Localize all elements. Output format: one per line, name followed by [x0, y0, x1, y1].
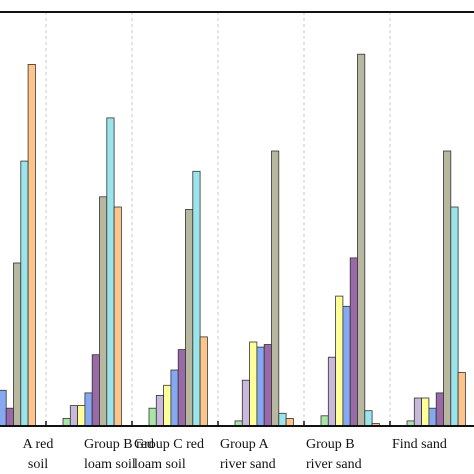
bar-series-3-1 — [84, 392, 93, 427]
bar-series-4-4 — [349, 257, 358, 427]
bar-series-4-0 — [5, 407, 14, 427]
bar-series-6-0 — [20, 160, 29, 427]
bar-series-3-4 — [342, 305, 351, 427]
bar-series-2-5 — [421, 397, 430, 427]
bar-series-6-1 — [106, 117, 115, 427]
bar-series-7-3 — [285, 417, 294, 427]
bar-series-3-3 — [256, 346, 265, 427]
bars — [0, 53, 466, 427]
bar-series-6-2 — [192, 170, 201, 427]
category-label-2-line-2: loam soil — [134, 457, 186, 472]
bar-series-5-1 — [99, 196, 108, 427]
category-label-0-line-2: soil — [28, 457, 48, 472]
plot-frame — [0, 11, 474, 427]
category-label-2-line-1: Group C red — [134, 437, 204, 452]
bar-series-0-4 — [320, 415, 329, 427]
bar-series-5-3 — [271, 150, 280, 427]
category-label-3-line-1: Group A — [220, 437, 270, 452]
category-label-0-line-1: A red — [23, 437, 54, 452]
category-label-1-line-1: Group B red — [84, 437, 154, 452]
category-label-4-line-2: river sand — [306, 457, 362, 472]
category-label-3-line-2: river sand — [220, 457, 276, 472]
bar-series-0-1 — [62, 417, 71, 427]
category-label-1-line-2: loam soil — [84, 457, 136, 472]
bar-series-5-4 — [357, 53, 366, 427]
bar-series-7-0 — [27, 64, 36, 427]
bar-series-1-5 — [413, 397, 422, 427]
bar-series-4-5 — [435, 392, 444, 427]
bar-series-7-1 — [113, 206, 122, 427]
bar-series-7-2 — [199, 336, 208, 427]
category-labels: A red soil Group B red loam soil Group C… — [23, 437, 447, 472]
bar-series-3-0 — [0, 389, 7, 427]
bar-series-3-2 — [170, 369, 179, 427]
bar-series-6-4 — [364, 410, 373, 427]
category-label-5-line-1: Find sand — [392, 437, 447, 452]
bar-series-2-2 — [163, 384, 172, 427]
bar-series-4-2 — [177, 349, 186, 427]
bar-series-6-5 — [450, 206, 459, 427]
bar-series-2-1 — [77, 405, 86, 427]
bar-series-1-4 — [327, 356, 336, 427]
group-separators — [45, 12, 391, 426]
bar-series-1-2 — [155, 394, 165, 427]
bar-series-5-0 — [13, 262, 22, 427]
bar-series-5-5 — [443, 150, 452, 427]
bar-series-2-3 — [249, 341, 258, 427]
bar-series-3-5 — [428, 407, 437, 427]
bar-series-7-5 — [457, 372, 466, 427]
bar-series-0-2 — [148, 407, 157, 427]
bar-series-4-1 — [91, 354, 100, 427]
category-label-4-line-1: Group B — [306, 437, 355, 452]
bar-series-1-1 — [69, 405, 79, 427]
bar-series-5-2 — [185, 209, 194, 427]
bar-series-1-3 — [241, 379, 251, 427]
bar-series-6-3 — [278, 412, 287, 427]
bar-series-4-3 — [263, 344, 272, 427]
bar-series-2-4 — [335, 295, 344, 427]
